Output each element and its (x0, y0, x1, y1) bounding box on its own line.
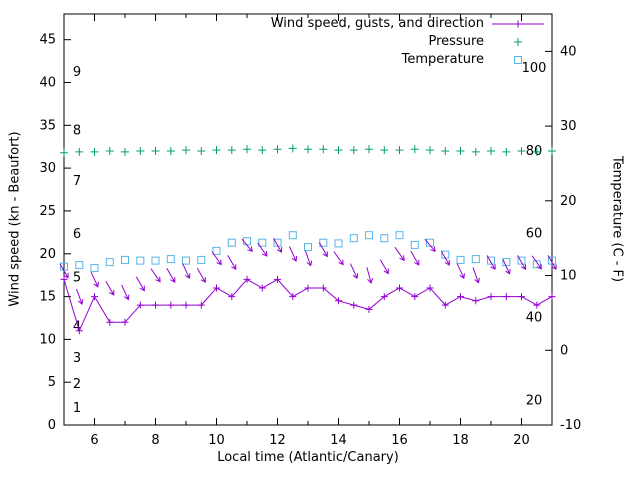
svg-text:10: 10 (39, 332, 56, 347)
left-axis-title: Wind speed (kn - Beaufort) (7, 131, 23, 307)
svg-text:0: 0 (560, 343, 568, 358)
svg-text:60: 60 (526, 227, 543, 242)
svg-text:7: 7 (73, 174, 81, 189)
svg-text:10: 10 (560, 269, 577, 284)
svg-text:6: 6 (90, 433, 98, 448)
svg-text:9: 9 (73, 65, 81, 80)
svg-text:45: 45 (39, 33, 56, 48)
svg-text:4: 4 (73, 320, 81, 335)
pressure-series (60, 144, 556, 157)
pressure-plus-icon (514, 37, 522, 46)
svg-text:1: 1 (73, 401, 81, 416)
svg-text:40: 40 (526, 310, 543, 325)
svg-text:0: 0 (48, 418, 56, 433)
temperature-series (60, 231, 556, 273)
svg-text:10: 10 (208, 433, 225, 448)
legend-label-wind: Wind speed, gusts, and direction (270, 16, 484, 31)
axes (63, 13, 553, 426)
svg-text:25: 25 (39, 204, 56, 219)
svg-text:-10: -10 (560, 418, 581, 433)
svg-text:15: 15 (39, 290, 56, 305)
svg-text:100: 100 (522, 61, 547, 76)
wind-series (60, 275, 556, 335)
legend-item-pressure: Pressure (428, 33, 546, 50)
right-axis-title: Temperature (C - F) (609, 155, 625, 283)
legend-label-pressure: Pressure (428, 34, 484, 49)
temperature-square-icon (514, 55, 522, 64)
x-axis-title: Local time (Atlantic/Canary) (217, 450, 399, 465)
svg-text:6: 6 (73, 227, 81, 242)
svg-text:20: 20 (526, 393, 543, 408)
svg-text:20: 20 (513, 433, 530, 448)
svg-text:5: 5 (73, 271, 81, 286)
fahrenheit-scale-labels: 20 40 60 80 100 (522, 61, 547, 408)
gust-arrows (59, 238, 557, 306)
svg-text:16: 16 (391, 433, 408, 448)
legend-item-wind: Wind speed, gusts, and direction (271, 15, 546, 32)
tick-labels: 6 8 10 12 14 16 18 20051015202530354045-1001020… (39, 33, 581, 448)
svg-text:5: 5 (48, 375, 56, 390)
svg-text:18: 18 (452, 433, 469, 448)
legend-label-temperature: Temperature (401, 52, 484, 67)
legend-item-temperature: Temperature (402, 51, 546, 68)
svg-text:2: 2 (73, 377, 81, 392)
svg-text:30: 30 (39, 161, 56, 176)
svg-text:8: 8 (151, 433, 159, 448)
svg-text:30: 30 (560, 119, 577, 134)
svg-text:40: 40 (560, 44, 577, 59)
svg-text:3: 3 (73, 351, 81, 366)
wind-line-plus-icon (492, 20, 544, 27)
svg-text:20: 20 (39, 247, 56, 262)
svg-text:12: 12 (269, 433, 286, 448)
svg-text:80: 80 (526, 144, 543, 159)
legend: Wind speed, gusts, and direction Pressur… (271, 15, 546, 68)
svg-text:14: 14 (330, 433, 347, 448)
svg-text:8: 8 (73, 123, 81, 138)
svg-text:35: 35 (39, 118, 56, 133)
beaufort-scale-labels: 1 2 3 4 5 6 7 8 9 (73, 65, 81, 416)
svg-text:40: 40 (39, 76, 56, 91)
svg-text:20: 20 (560, 194, 577, 209)
